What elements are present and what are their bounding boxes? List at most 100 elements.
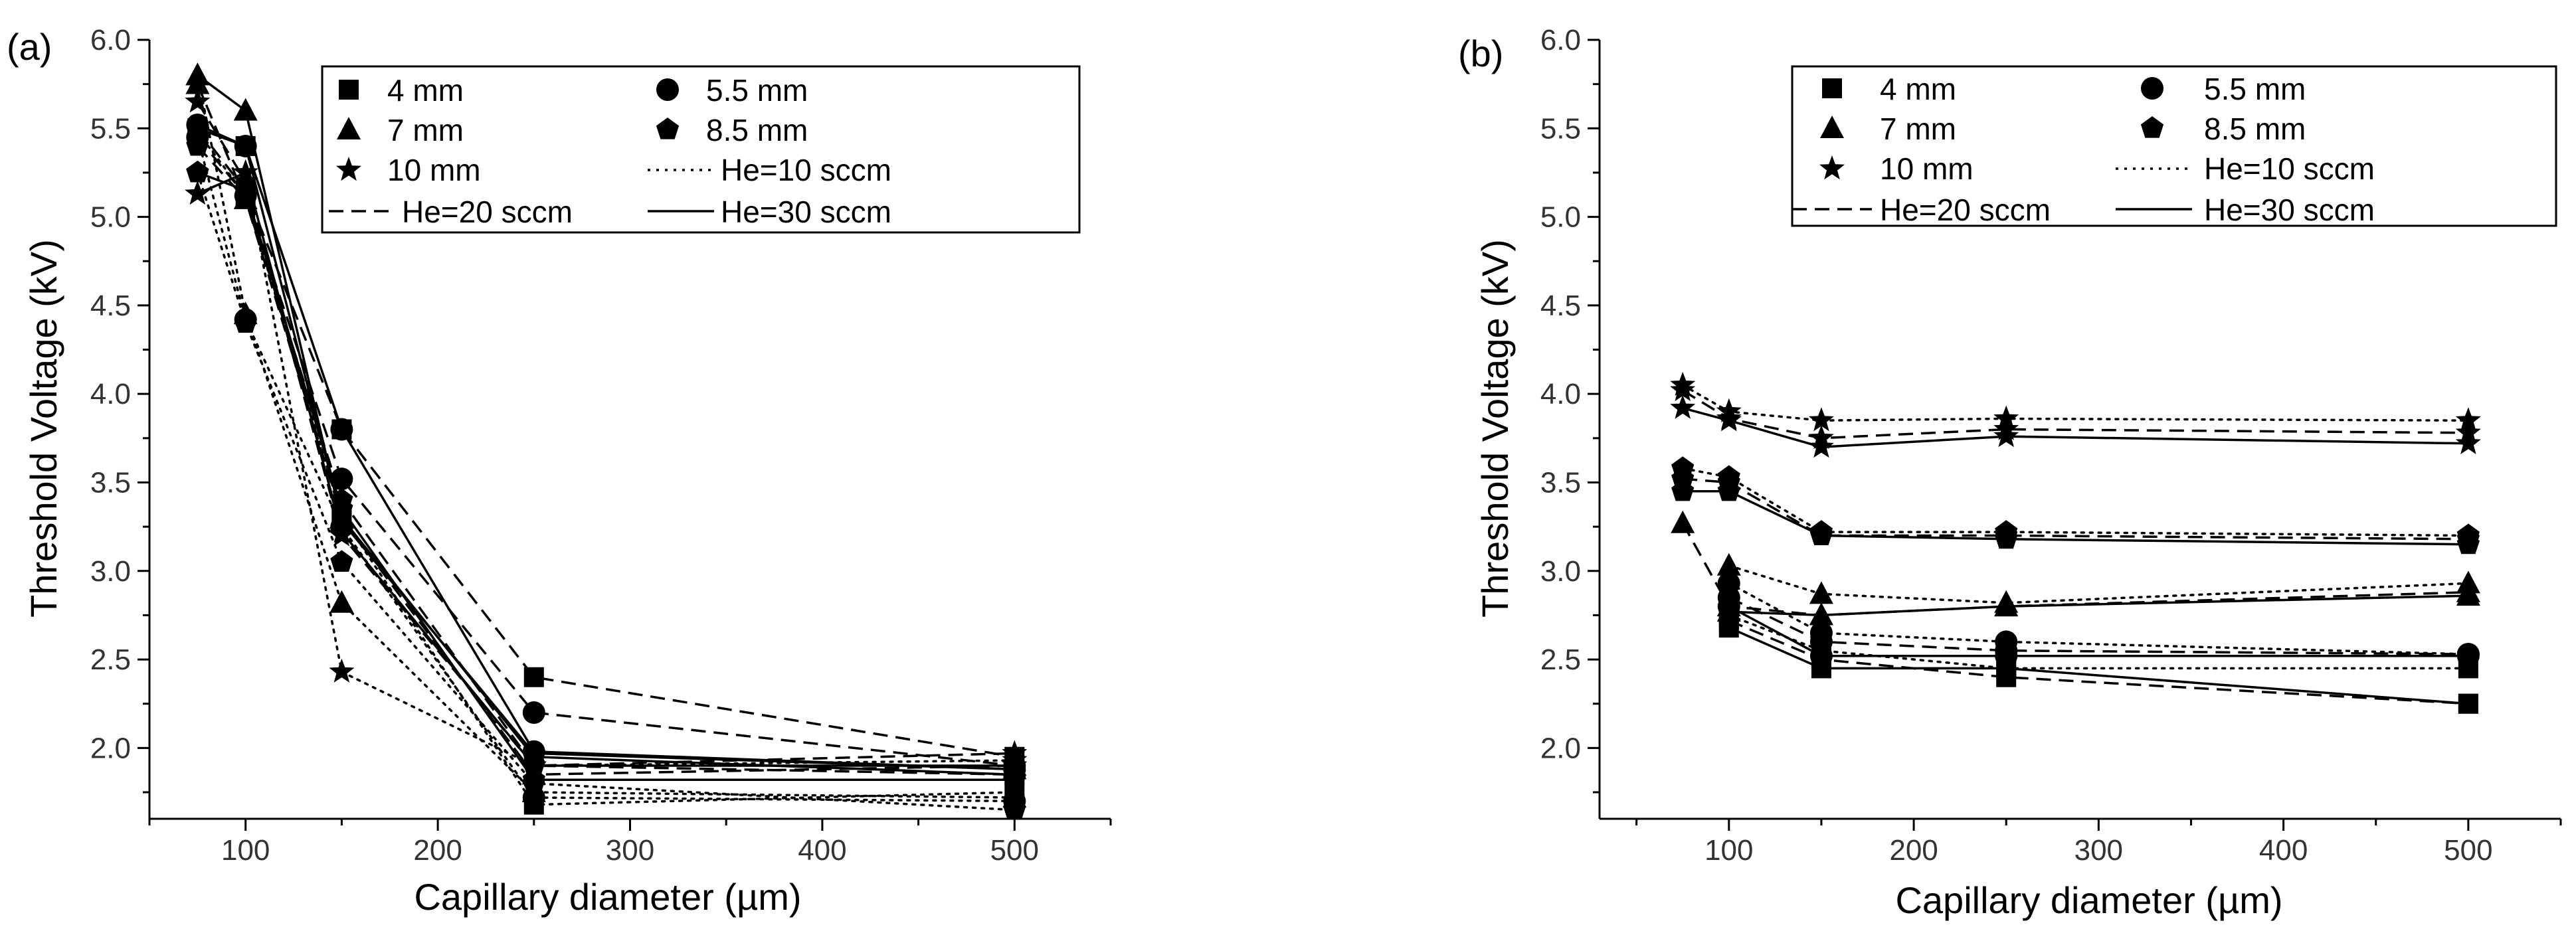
data-point <box>186 134 209 156</box>
series-pentagon-dashed <box>1671 467 2480 549</box>
series-line <box>1728 626 2469 705</box>
data-point <box>1716 407 1742 432</box>
legend-marker-star <box>336 157 361 181</box>
legend-marker-pentagon <box>656 118 680 139</box>
legend-label-4mm: 4 mm <box>1880 72 1956 106</box>
y-tick-label: 3.5 <box>90 466 131 499</box>
legend-marker-circle <box>656 78 679 101</box>
series-line <box>196 74 1016 799</box>
data-point <box>330 550 353 572</box>
x-tick-label: 100 <box>1704 834 1753 867</box>
series-triangle-solid <box>1716 583 2480 626</box>
square-marker-shape <box>339 80 359 100</box>
data-point <box>1716 599 1741 622</box>
data-point <box>232 168 258 193</box>
data-point <box>1809 644 1833 667</box>
x-tick-label: 100 <box>221 834 270 867</box>
data-point <box>186 160 209 183</box>
data-point <box>1670 394 1696 419</box>
x-tick-label: 200 <box>413 834 462 867</box>
x-tick-label: 300 <box>606 834 654 867</box>
series-line <box>197 171 1015 767</box>
x-tick-label: 400 <box>798 834 846 867</box>
y-tick-label: 4.5 <box>90 290 131 322</box>
x-tick-label: 400 <box>2259 834 2308 867</box>
panel-b-label: (b) <box>1458 33 1503 74</box>
y-tick-label: 5.0 <box>90 201 131 234</box>
triangle-marker-shape <box>1820 116 1844 138</box>
y-tick-label: 4.5 <box>1540 290 1581 322</box>
panel-b-x-axis-title: Capillary diameter (µm) <box>1895 879 2282 921</box>
series-line <box>1682 406 2468 448</box>
data-point <box>1993 423 2019 448</box>
series-line <box>1728 596 2468 655</box>
series-line <box>1683 477 2468 541</box>
pentagon-marker-shape <box>2140 116 2164 138</box>
y-tick-label: 2.5 <box>1540 643 1581 676</box>
data-point <box>185 88 211 113</box>
data-point <box>1716 553 1741 576</box>
legend-label-7mm: 7 mm <box>387 113 464 147</box>
legend-marker-square <box>339 80 359 100</box>
legend-label-7mm: 7 mm <box>1880 112 1956 146</box>
series-square-dashed <box>1718 610 2478 714</box>
series-line <box>1728 614 2470 670</box>
circle-marker-shape <box>2141 77 2163 100</box>
y-tick-label: 6.0 <box>90 24 131 56</box>
panel-a-series <box>185 62 1028 820</box>
series-line <box>196 171 1016 811</box>
data-point <box>185 180 211 205</box>
x-tick-label: 500 <box>990 834 1039 867</box>
series-star-dotted <box>185 159 1028 777</box>
data-point <box>232 159 258 184</box>
data-point <box>1809 581 1833 604</box>
data-point <box>2456 583 2480 606</box>
data-point <box>1809 523 1833 545</box>
legend-label-he20: He=20 sccm <box>1880 193 2051 227</box>
y-tick-label: 3.5 <box>1540 466 1581 499</box>
y-tick-label: 4.0 <box>90 378 131 410</box>
data-point <box>186 113 209 136</box>
data-point <box>1670 377 1696 401</box>
panel-a-x-axis-title: Capillary diameter (µm) <box>414 876 801 918</box>
star-marker-shape <box>336 157 361 181</box>
series-line <box>197 128 1015 758</box>
panel-a-x-ticks: 100 200 300 400 500 <box>148 819 1112 867</box>
triangle-marker-shape <box>337 117 361 139</box>
panel-a-legend: 4 mm 5.5 mm 7 mm 8.5 mm 10 mm He=10 sccm… <box>321 65 1081 234</box>
data-point <box>522 701 545 724</box>
series-line <box>1682 389 2468 440</box>
y-tick-label: 4.0 <box>1540 378 1581 410</box>
panel-b-legend-box <box>1791 65 2557 227</box>
data-point <box>1002 740 1028 764</box>
data-point <box>1808 434 1834 458</box>
data-point <box>521 752 547 777</box>
x-tick-label: 300 <box>2074 834 2123 867</box>
series-line <box>196 171 1016 767</box>
series-line <box>1728 605 2468 657</box>
x-tick-label: 500 <box>2444 834 2492 867</box>
panel-b-legend: 4 mm 5.5 mm 7 mm 8.5 mm 10 mm He=10 sccm… <box>1791 65 2557 227</box>
legend-label-he10: He=10 sccm <box>721 153 891 187</box>
data-point <box>329 590 354 613</box>
data-point <box>1717 479 1740 501</box>
legend-label-5-5mm: 5.5 mm <box>706 73 808 108</box>
star-marker-shape <box>1819 155 1845 180</box>
panel-a-y-ticks: 2.0 2.5 3.0 3.5 4.0 4.5 5.0 5.5 6.0 <box>90 24 149 794</box>
data-point <box>329 519 355 543</box>
series-line <box>1728 582 2470 655</box>
data-point <box>185 62 210 86</box>
data-point <box>1809 602 1833 626</box>
panel-b-series <box>1670 371 2481 714</box>
legend-marker-star <box>1819 155 1845 180</box>
data-point <box>234 311 257 333</box>
series-pentagon-solid <box>1671 479 2480 554</box>
legend-label-4mm: 4 mm <box>387 73 464 108</box>
data-point <box>329 658 355 683</box>
y-tick-label: 3.0 <box>1540 555 1581 588</box>
legend-marker-square <box>1822 78 1842 98</box>
series-line <box>197 145 1015 776</box>
data-point <box>233 98 258 121</box>
y-tick-label: 2.0 <box>1540 732 1581 764</box>
series-pentagon-dotted <box>1671 456 2480 545</box>
